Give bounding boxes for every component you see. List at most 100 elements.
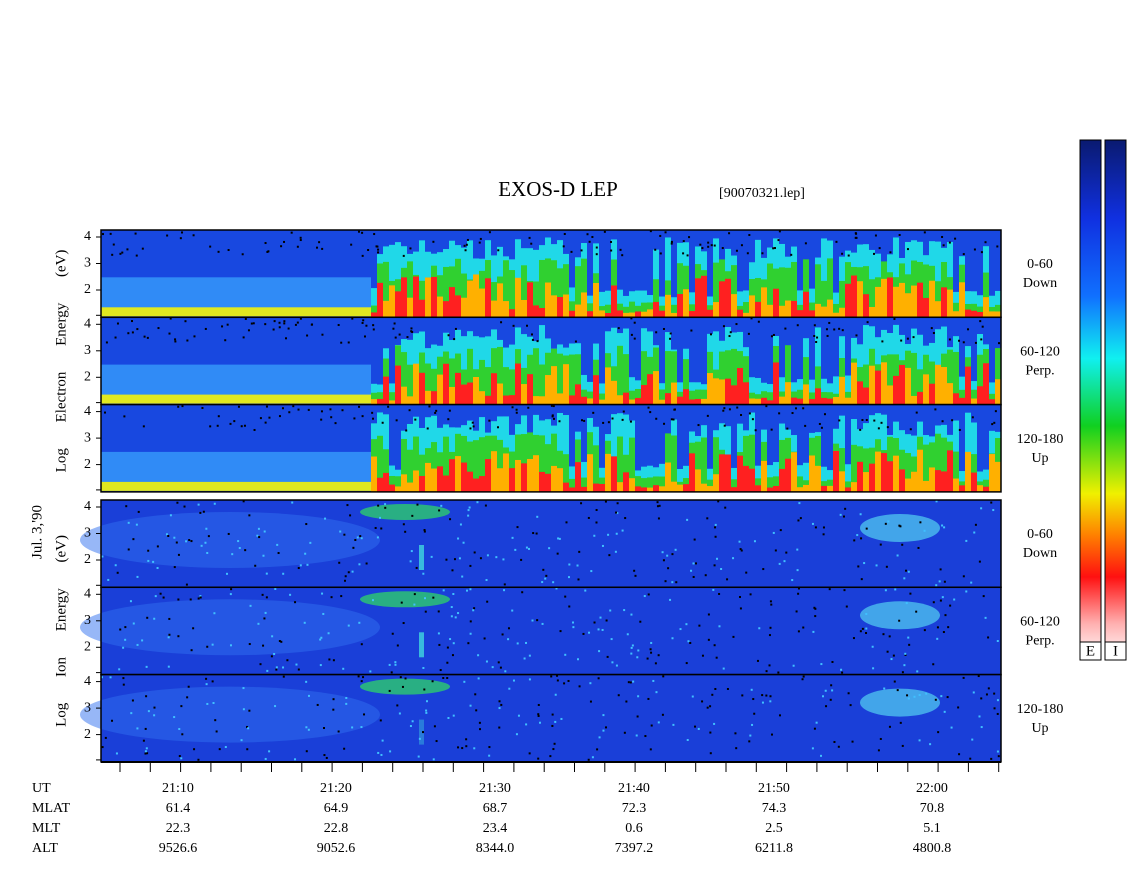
spectro-cell xyxy=(623,392,629,405)
noise xyxy=(517,714,520,717)
spectro-cell xyxy=(515,459,521,492)
noise xyxy=(616,512,619,515)
noise xyxy=(216,424,219,427)
spectro-cell xyxy=(725,278,731,318)
spectro-cell xyxy=(659,310,665,318)
spectro-cell xyxy=(713,262,719,318)
spectro-cell xyxy=(245,307,251,317)
spectro-cell xyxy=(377,398,383,405)
noise xyxy=(467,509,470,512)
noise xyxy=(706,517,709,520)
noise xyxy=(842,515,845,518)
noise xyxy=(292,405,295,408)
noise xyxy=(338,561,341,564)
noise xyxy=(568,605,571,608)
noise xyxy=(847,692,850,695)
noise xyxy=(153,617,156,620)
noise xyxy=(815,340,818,343)
noise xyxy=(630,333,633,336)
noise xyxy=(813,324,816,327)
noise xyxy=(365,324,368,327)
noise xyxy=(304,552,307,555)
noise xyxy=(784,327,787,330)
row-name: MLT xyxy=(32,821,61,836)
spectro-cell xyxy=(335,394,341,404)
noise xyxy=(971,416,974,419)
spectro-cell xyxy=(191,277,197,312)
noise xyxy=(936,637,939,640)
noise xyxy=(320,418,323,421)
row-value: 21:50 xyxy=(758,781,790,796)
y-tick-label: 2 xyxy=(84,457,91,472)
noise xyxy=(980,251,983,254)
noise xyxy=(909,428,912,431)
spectro-cell xyxy=(491,300,497,318)
spectro-cell xyxy=(347,451,353,486)
noise xyxy=(818,422,821,425)
noise xyxy=(822,533,825,536)
spectro-cell xyxy=(473,478,479,492)
spectro-cell xyxy=(959,485,965,492)
noise xyxy=(563,232,566,235)
spectro-cell xyxy=(821,306,827,318)
row-value: 72.3 xyxy=(622,801,647,816)
spectro-cell xyxy=(527,282,533,318)
spectro-cell xyxy=(809,302,815,318)
noise xyxy=(488,754,491,757)
spectro-cell xyxy=(935,301,941,318)
spectro-cell xyxy=(635,486,641,492)
noise xyxy=(227,532,230,535)
noise xyxy=(907,636,910,639)
noise xyxy=(980,697,983,700)
noise xyxy=(283,240,286,243)
spectro-cell xyxy=(389,285,395,318)
noise xyxy=(273,653,276,656)
spectro-cell xyxy=(341,481,347,491)
spectro-cell xyxy=(365,364,371,399)
noise xyxy=(425,711,428,714)
noise xyxy=(363,713,366,716)
noise xyxy=(884,522,887,525)
spectro-cell xyxy=(959,397,965,405)
noise xyxy=(442,589,445,592)
noise xyxy=(707,638,710,641)
spectro-cell xyxy=(539,435,545,492)
noise xyxy=(686,254,689,257)
noise xyxy=(205,677,208,680)
noise xyxy=(362,676,365,679)
spectro-cell xyxy=(671,382,677,405)
noise xyxy=(984,241,987,244)
noise xyxy=(715,656,718,659)
noise xyxy=(650,641,653,644)
noise xyxy=(497,426,500,429)
spectro-cell xyxy=(203,481,209,491)
y-tick-label: 4 xyxy=(84,674,91,689)
noise xyxy=(615,664,618,667)
spectro-cell xyxy=(227,277,233,312)
noise xyxy=(714,523,717,526)
noise xyxy=(578,550,581,553)
noise xyxy=(360,643,363,646)
spectro-cell xyxy=(125,394,131,404)
spectro-cell xyxy=(989,295,995,318)
noise xyxy=(994,410,997,413)
noise xyxy=(786,427,789,430)
noise xyxy=(344,575,347,578)
spectro-cell xyxy=(767,487,773,492)
spectro-cell xyxy=(743,302,749,318)
spectro-cell xyxy=(533,455,539,492)
spectro-cell xyxy=(641,478,647,492)
spectro-cell xyxy=(347,307,353,317)
noise xyxy=(396,644,399,647)
spectro-cell xyxy=(131,364,137,399)
noise xyxy=(515,411,518,414)
spectro-cell xyxy=(563,415,569,492)
noise xyxy=(813,335,816,338)
spectro-cell xyxy=(797,290,803,318)
noise xyxy=(855,232,858,235)
y-tick-label: 2 xyxy=(84,370,91,385)
spectro-cell xyxy=(713,437,719,492)
noise xyxy=(779,529,782,532)
spectro-cell xyxy=(827,392,833,405)
noise xyxy=(993,421,996,424)
